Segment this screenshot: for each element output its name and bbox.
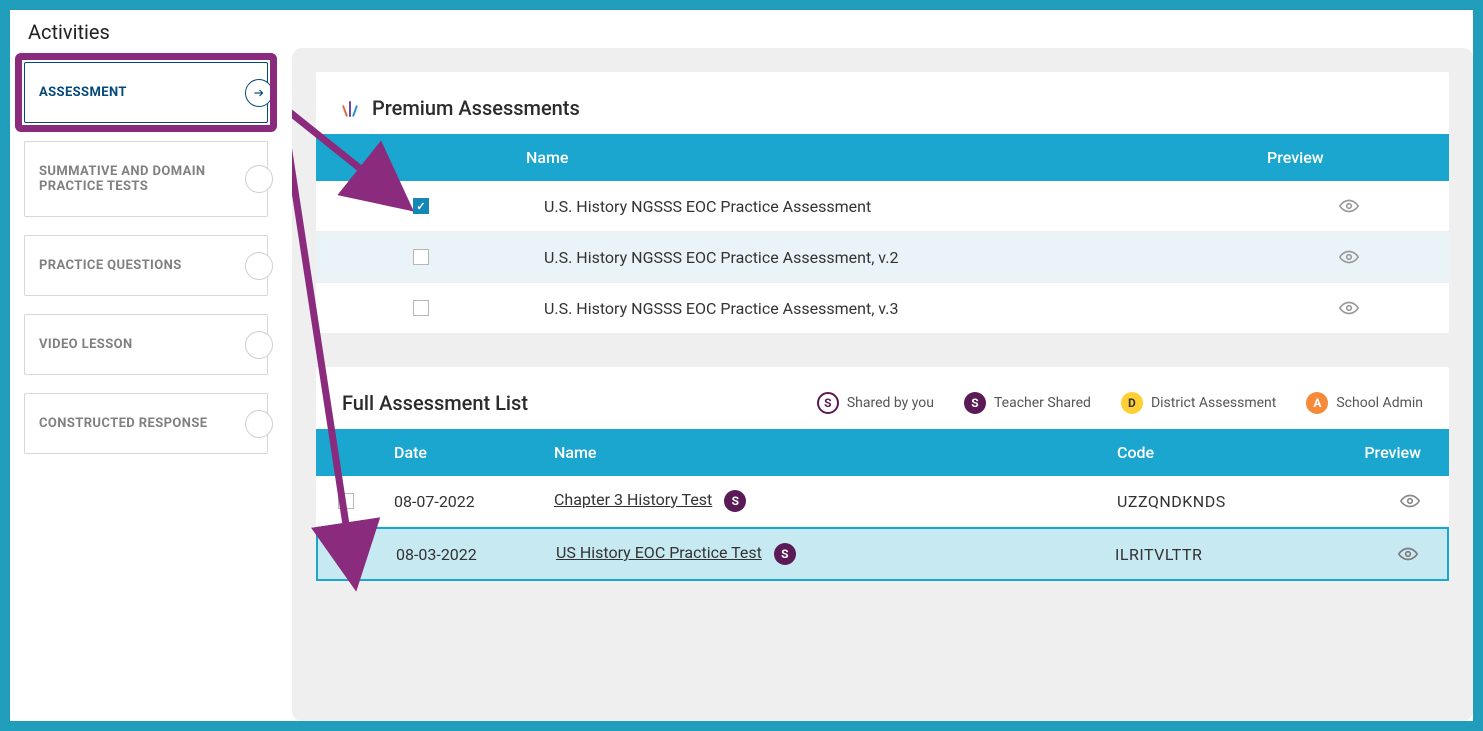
preview-eye-icon[interactable] [1338, 195, 1360, 217]
spark-icon [342, 99, 362, 117]
full-row-selected: 08-03-2022 US History EOC Practice Test … [316, 527, 1449, 581]
assessment-name: U.S. History NGSSS EOC Practice Assessme… [526, 183, 1249, 230]
sidebar-item-video-lesson[interactable]: VIDEO LESSON [24, 314, 268, 375]
premium-row: U.S. History NGSSS EOC Practice Assessme… [316, 232, 1449, 283]
share-legend: S Shared by you S Teacher Shared D District… [809, 392, 1423, 414]
assessment-link[interactable]: Chapter 3 History Test [554, 490, 712, 509]
badge-school-admin-icon: A [1306, 392, 1328, 414]
step-circle-icon [245, 252, 273, 280]
activities-sidebar: ASSESSMENT SUMMATIVE AND DOMAIN PRACTICE… [24, 48, 268, 721]
layout: ASSESSMENT SUMMATIVE AND DOMAIN PRACTICE… [10, 48, 1473, 721]
row-checkbox[interactable] [338, 493, 354, 509]
arrow-right-icon [245, 79, 273, 107]
step-circle-icon [245, 331, 273, 359]
row-checkbox[interactable] [413, 300, 429, 316]
sidebar-item-constructed-response[interactable]: CONSTRUCTED RESPONSE [24, 393, 268, 454]
legend-label: School Admin [1336, 395, 1423, 411]
col-preview: Preview [1249, 134, 1449, 181]
premium-row: U.S. History NGSSS EOC Practice Assessme… [316, 181, 1449, 232]
col-name: Name [426, 134, 1249, 181]
legend-label: District Assessment [1151, 395, 1276, 411]
assessment-name: U.S. History NGSSS EOC Practice Assessme… [526, 285, 1249, 332]
premium-card-title: Premium Assessments [342, 96, 580, 120]
sidebar-item-summative[interactable]: SUMMATIVE AND DOMAIN PRACTICE TESTS [24, 141, 268, 217]
preview-eye-icon[interactable] [1397, 543, 1419, 565]
premium-assessments-card: Premium Assessments Name Preview U.S. Hi… [316, 72, 1449, 333]
preview-eye-icon[interactable] [1338, 246, 1360, 268]
sidebar-item-label: ASSESSMENT [39, 85, 127, 100]
sidebar-item-assessment[interactable]: ASSESSMENT [24, 62, 268, 123]
col-date: Date [376, 429, 536, 476]
teacher-shared-badge-icon: S [724, 490, 746, 512]
teacher-shared-badge-icon: S [774, 543, 796, 565]
sidebar-item-label: SUMMATIVE AND DOMAIN PRACTICE TESTS [39, 164, 206, 194]
full-title-text: Full Assessment List [342, 391, 528, 415]
legend-label: Teacher Shared [994, 395, 1091, 411]
badge-district-icon: D [1121, 392, 1143, 414]
full-table-header: Date Name Code Preview [316, 429, 1449, 476]
row-date: 08-07-2022 [376, 478, 536, 525]
col-name: Name [536, 429, 1099, 476]
row-checkbox[interactable] [413, 198, 429, 214]
premium-row: U.S. History NGSSS EOC Practice Assessme… [316, 283, 1449, 333]
row-code: UZZQNDKNDS [1099, 478, 1329, 525]
legend-label: Shared by you [847, 395, 934, 411]
full-card-title: Full Assessment List [342, 391, 528, 415]
step-circle-icon [245, 410, 273, 438]
row-checkbox-checked[interactable] [337, 543, 359, 565]
premium-title-text: Premium Assessments [372, 96, 580, 120]
sidebar-item-practice-questions[interactable]: PRACTICE QUESTIONS [24, 235, 268, 296]
premium-table-header: Name Preview [316, 134, 1449, 181]
row-date: 08-03-2022 [378, 531, 538, 578]
full-row: 08-07-2022 Chapter 3 History Test S UZZQ… [316, 476, 1449, 527]
sidebar-item-label: VIDEO LESSON [39, 337, 133, 352]
sidebar-item-label: CONSTRUCTED RESPONSE [39, 416, 207, 431]
app-frame: Activities ASSESSMENT SUMMATIVE AND DOMA… [10, 10, 1473, 721]
assessment-name: U.S. History NGSSS EOC Practice Assessme… [526, 234, 1249, 281]
main-panel: Premium Assessments Name Preview U.S. Hi… [292, 48, 1473, 721]
page-title: Activities [10, 10, 1473, 48]
badge-shared-by-you-icon: S [817, 392, 839, 414]
preview-eye-icon[interactable] [1399, 490, 1421, 512]
col-code: Code [1099, 429, 1329, 476]
step-circle-icon [245, 165, 273, 193]
assessment-link[interactable]: US History EOC Practice Test [556, 543, 762, 562]
row-code: ILRITVLTTR [1097, 531, 1327, 578]
preview-eye-icon[interactable] [1338, 297, 1360, 319]
sidebar-item-label: PRACTICE QUESTIONS [39, 258, 182, 273]
badge-teacher-shared-icon: S [964, 392, 986, 414]
full-assessment-card: Full Assessment List S Shared by you S Tea… [316, 367, 1449, 581]
col-preview: Preview [1329, 429, 1449, 476]
row-checkbox[interactable] [413, 249, 429, 265]
